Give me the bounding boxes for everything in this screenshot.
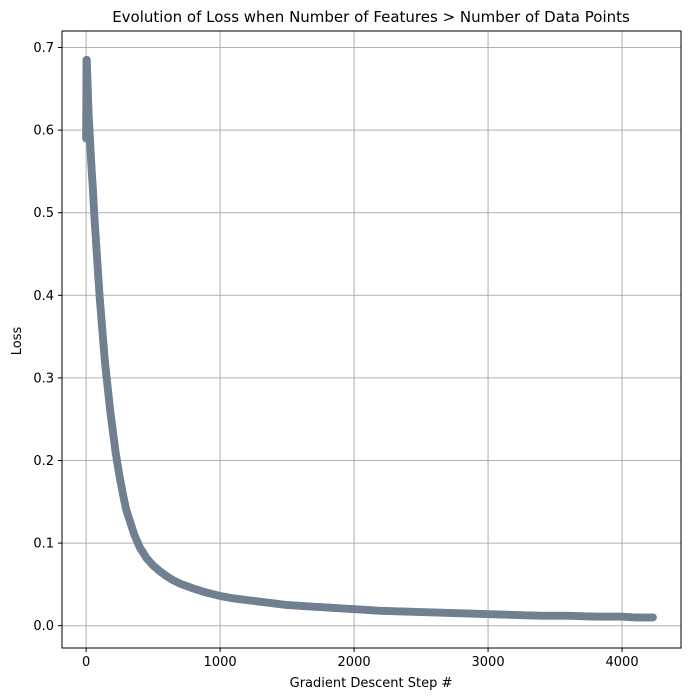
- y-tick-label: 0.5: [33, 206, 54, 221]
- x-tick-label: 0: [82, 655, 90, 670]
- chart-title: Evolution of Loss when Number of Feature…: [112, 8, 630, 26]
- y-tick-label: 0.3: [33, 371, 54, 386]
- x-tick-label: 2000: [338, 655, 371, 670]
- x-tick-label: 1000: [204, 655, 237, 670]
- axis-ticks: 0 1000 2000 3000 4000 0.0 0.1 0.2 0.3 0.4 0.5 0.6 0.…: [33, 41, 638, 670]
- data-points: [82, 55, 657, 622]
- y-tick-label: 0.6: [33, 124, 54, 139]
- plot-frame: [61, 30, 682, 649]
- grid-lines: [62, 31, 681, 648]
- y-tick-label: 0.1: [33, 537, 54, 552]
- y-tick-label: 0.4: [33, 289, 54, 304]
- x-tick-label: 4000: [606, 655, 639, 670]
- data-point: [647, 613, 656, 622]
- x-tick-label: 3000: [472, 655, 505, 670]
- y-tick-label: 0.2: [33, 454, 54, 469]
- x-axis-label: Gradient Descent Step #: [290, 676, 453, 691]
- y-tick-label: 0.0: [33, 619, 54, 634]
- y-tick-label: 0.7: [33, 41, 54, 56]
- y-axis-label: Loss: [10, 327, 25, 356]
